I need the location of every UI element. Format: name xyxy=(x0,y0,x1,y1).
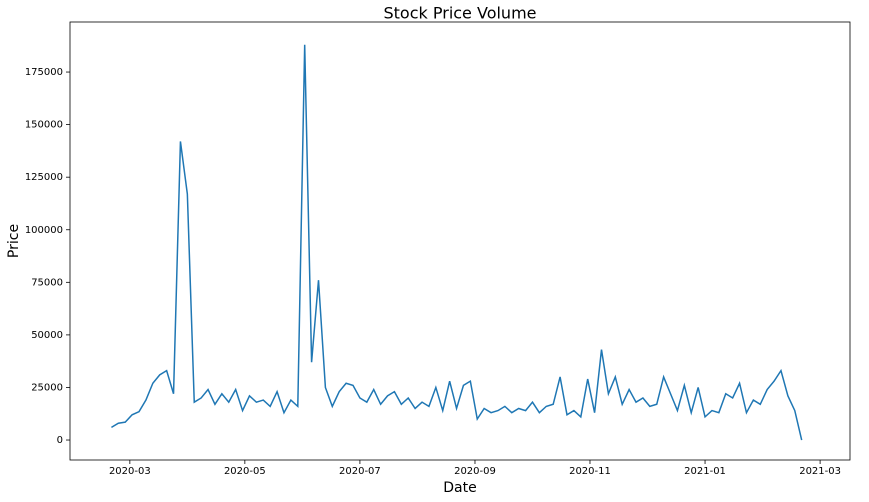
x-tick-label: 2020-03 xyxy=(109,466,151,477)
x-tick-label: 2020-11 xyxy=(569,466,611,477)
x-tick-label: 2021-03 xyxy=(799,466,841,477)
y-tick-label: 150000 xyxy=(25,120,63,131)
x-tick-label: 2020-07 xyxy=(339,466,381,477)
y-tick-label: 0 xyxy=(57,435,63,446)
x-tick-label: 2021-01 xyxy=(684,466,726,477)
x-tick-label: 2020-05 xyxy=(224,466,266,477)
y-axis-label: Price xyxy=(6,224,22,258)
line xyxy=(111,44,803,441)
y-tick-label: 125000 xyxy=(25,172,63,183)
y-tick-label: 75000 xyxy=(31,277,63,288)
y-tick-label: 50000 xyxy=(31,330,63,341)
plot-frame xyxy=(69,21,851,461)
chart-title: Stock Price Volume xyxy=(384,4,537,23)
y-tick-label: 175000 xyxy=(25,67,63,78)
x-axis-label: Date xyxy=(443,480,476,496)
y-tick-label: 100000 xyxy=(25,225,63,236)
x-tick-label: 2020-09 xyxy=(454,466,496,477)
y-tick-label: 25000 xyxy=(31,382,63,393)
